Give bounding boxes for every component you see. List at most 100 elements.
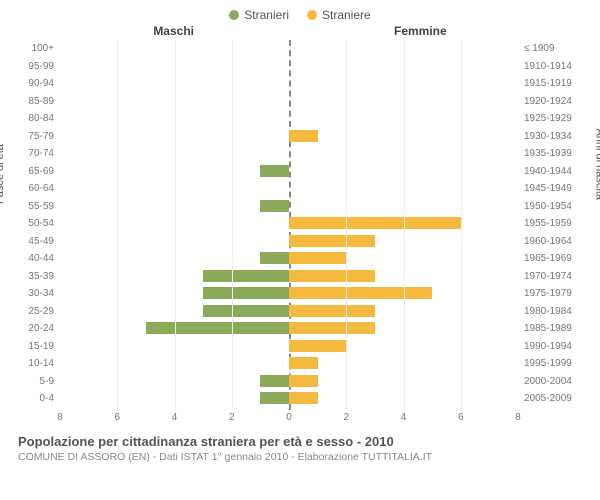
gridline [461, 40, 462, 410]
age-label: 85-89 [18, 93, 54, 111]
bar-row [60, 305, 518, 319]
header-male: Maschi [153, 24, 194, 38]
birth-year-label: 2005-2009 [524, 390, 582, 408]
plot-area: Fasce di età Anni di nascita 100+95-9990… [20, 40, 580, 428]
age-label: 25-29 [18, 303, 54, 321]
bar-female [289, 235, 375, 247]
age-label: 15-19 [18, 338, 54, 356]
bar-female [289, 217, 461, 229]
y-axis-title-left: Fasce di età [0, 144, 6, 204]
y-axis-left-labels: 100+95-9990-9485-8980-8475-7970-7465-696… [18, 40, 54, 428]
age-label: 10-14 [18, 355, 54, 373]
bar-row [60, 77, 518, 91]
bar-row [60, 392, 518, 406]
birth-year-label: 1980-1984 [524, 303, 582, 321]
gridline [117, 40, 118, 410]
birth-year-label: 1965-1969 [524, 250, 582, 268]
x-tick-label: 4 [401, 412, 407, 423]
bar-row [60, 235, 518, 249]
x-tick-label: 6 [458, 412, 464, 423]
birth-year-label: 2000-2004 [524, 373, 582, 391]
bar-female [289, 305, 375, 317]
age-label: 5-9 [18, 373, 54, 391]
birth-year-label: 1975-1979 [524, 285, 582, 303]
birth-year-label: 1945-1949 [524, 180, 582, 198]
age-label: 50-54 [18, 215, 54, 233]
birth-year-label: ≤ 1909 [524, 40, 582, 58]
column-headers: Maschi Femmine [10, 24, 590, 38]
age-label: 70-74 [18, 145, 54, 163]
legend-label-male: Stranieri [244, 8, 289, 22]
birth-year-label: 1915-1919 [524, 75, 582, 93]
bar-row [60, 287, 518, 301]
bar-row [60, 217, 518, 231]
age-label: 40-44 [18, 250, 54, 268]
x-tick-label: 4 [172, 412, 178, 423]
chart-title: Popolazione per cittadinanza straniera p… [18, 434, 582, 449]
x-tick-label: 2 [229, 412, 235, 423]
gridline [175, 40, 176, 410]
age-label: 80-84 [18, 110, 54, 128]
bar-row [60, 252, 518, 266]
birth-year-label: 1970-1974 [524, 268, 582, 286]
age-label: 90-94 [18, 75, 54, 93]
bar-female [289, 252, 346, 264]
bar-male [260, 392, 289, 404]
bar-female [289, 287, 432, 299]
x-tick-label: 8 [57, 412, 63, 423]
bar-row [60, 270, 518, 284]
age-label: 75-79 [18, 128, 54, 146]
y-axis-title-right: Anni di nascita [594, 128, 600, 200]
birth-year-label: 1950-1954 [524, 198, 582, 216]
age-label: 65-69 [18, 163, 54, 181]
chart-footer: Popolazione per cittadinanza straniera p… [18, 434, 582, 463]
age-label: 35-39 [18, 268, 54, 286]
age-label: 55-59 [18, 198, 54, 216]
bar-female [289, 375, 318, 387]
bar-row [60, 60, 518, 74]
legend-item-male: Stranieri [229, 8, 289, 22]
bar-row [60, 375, 518, 389]
x-tick-label: 0 [286, 412, 292, 423]
birth-year-label: 1930-1934 [524, 128, 582, 146]
x-tick-label: 6 [114, 412, 120, 423]
bar-male [260, 165, 289, 177]
legend-swatch-female [307, 10, 317, 20]
bar-female [289, 270, 375, 282]
bar-male [146, 322, 289, 334]
age-label: 20-24 [18, 320, 54, 338]
bar-row [60, 165, 518, 179]
bar-male [203, 287, 289, 299]
age-label: 100+ [18, 40, 54, 58]
bar-row [60, 200, 518, 214]
bar-row [60, 182, 518, 196]
bar-female [289, 392, 318, 404]
bar-row [60, 112, 518, 126]
x-tick-label: 8 [515, 412, 521, 423]
age-label: 0-4 [18, 390, 54, 408]
birth-year-label: 1995-1999 [524, 355, 582, 373]
chart-subtitle: COMUNE DI ASSORO (EN) - Dati ISTAT 1° ge… [18, 451, 582, 463]
bar-row [60, 42, 518, 56]
x-axis: 8 6 4 2 0 2 4 6 8 [60, 412, 518, 428]
bar-female [289, 322, 375, 334]
bars-area [60, 40, 518, 410]
legend: Stranieri Straniere [10, 8, 590, 22]
chart-container: Stranieri Straniere Maschi Femmine Fasce… [0, 0, 600, 500]
birth-year-label: 1935-1939 [524, 145, 582, 163]
age-label: 30-34 [18, 285, 54, 303]
bar-male [203, 305, 289, 317]
birth-year-label: 1985-1989 [524, 320, 582, 338]
y-axis-right-labels: ≤ 19091910-19141915-19191920-19241925-19… [524, 40, 582, 428]
x-tick-label: 2 [343, 412, 349, 423]
bar-male [260, 200, 289, 212]
birth-year-label: 1960-1964 [524, 233, 582, 251]
bar-row [60, 95, 518, 109]
bar-male [203, 270, 289, 282]
age-label: 95-99 [18, 58, 54, 76]
bar-row [60, 357, 518, 371]
gridline [346, 40, 347, 410]
bar-male [260, 252, 289, 264]
bar-female [289, 340, 346, 352]
birth-year-label: 1940-1944 [524, 163, 582, 181]
